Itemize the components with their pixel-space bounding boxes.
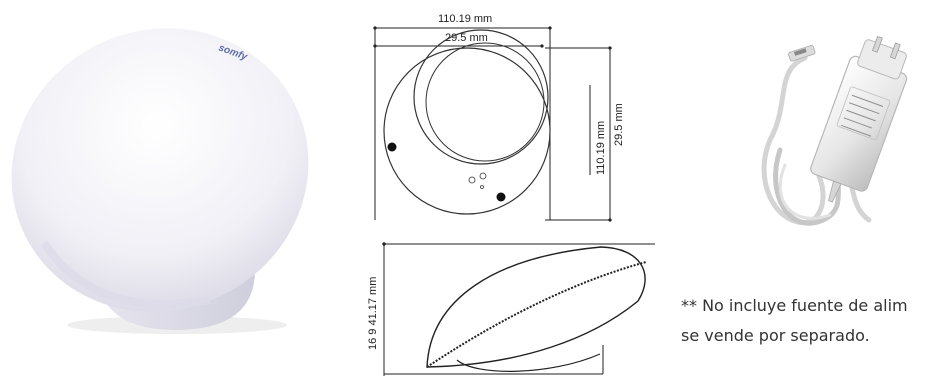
top-view: 110.19 mm 29.5 mm 110.19 mm 29.5 mm bbox=[373, 13, 625, 222]
mount-hole-left bbox=[387, 142, 397, 152]
sensor-circle bbox=[425, 42, 545, 162]
top-width-outer: 110.19 mm bbox=[438, 13, 492, 25]
top-width-inner: 29.5 mm bbox=[445, 32, 488, 44]
side-height-label: 16 9 41.17 mm bbox=[367, 277, 379, 350]
side-profile-base bbox=[456, 353, 601, 372]
device-outline-circle bbox=[383, 47, 551, 215]
top-height-outer: 110.19 mm bbox=[595, 121, 607, 175]
adapter-body bbox=[810, 35, 908, 203]
note-line-2: se vende por separado. bbox=[681, 326, 870, 345]
mount-hole-right bbox=[496, 192, 506, 202]
device-shell bbox=[11, 28, 309, 312]
note-line-1: ** No incluye fuente de alim bbox=[681, 296, 908, 315]
inner-circle bbox=[413, 29, 549, 165]
power-supply-note: ** No incluye fuente de alim se vende po… bbox=[681, 291, 949, 351]
side-profile-shell bbox=[426, 246, 646, 368]
top-height-inner: 29.5 mm bbox=[613, 103, 625, 146]
side-view: 16 9 41.17 mm bbox=[367, 242, 655, 376]
device-photo: somfy bbox=[11, 28, 309, 334]
dimension-diagram: 110.19 mm 29.5 mm 110.19 mm 29.5 mm bbox=[367, 13, 655, 376]
power-adapter-image bbox=[761, 35, 908, 226]
